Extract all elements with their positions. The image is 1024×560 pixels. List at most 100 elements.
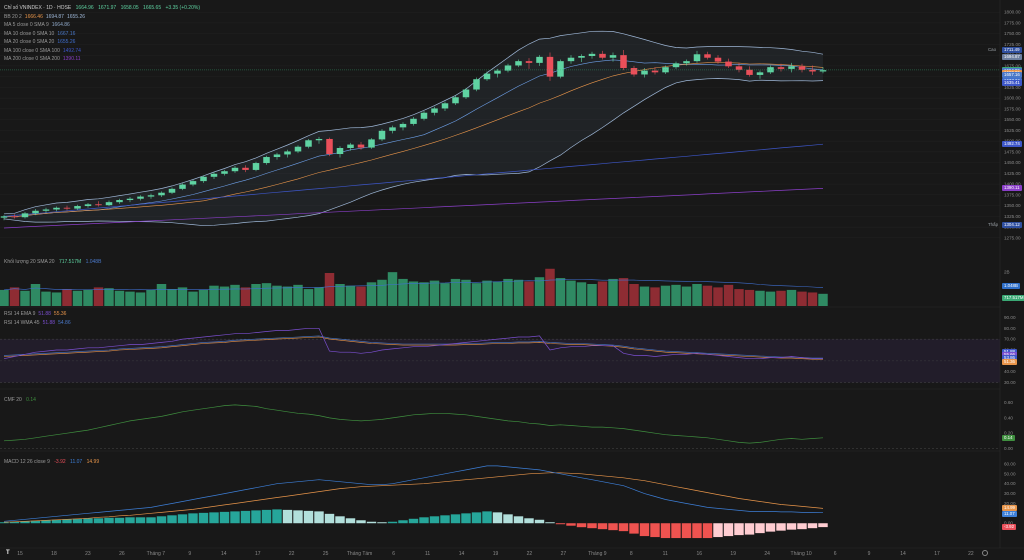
macd-line [3,465,824,522]
macd-hist-58 [608,523,618,531]
ma100-line [3,143,824,217]
candle-body-64 [672,63,680,68]
x-tick-27: 17 [934,551,940,557]
price-badge-7: 1635.41 [1002,79,1022,86]
candle-body-2 [21,213,29,218]
macd-hist-76 [797,523,807,530]
macd-legend[interactable]: MACD 12 26 close 9 -3.92 11.07 14.99 [4,459,100,465]
candle-body-5 [53,207,60,210]
candle-body-33 [347,144,354,148]
legend-row-ma200[interactable]: MA 200 close 0 SMA 200 1390.11 [4,56,81,62]
macd-hist-23 [240,510,251,524]
volume-bar-63 [660,285,671,306]
candle-body-15 [158,192,165,196]
legend-row-ma20[interactable]: MA 20 close 0 SMA 20 1655.26 [4,39,76,45]
x-tick-1: 18 [51,551,57,557]
candle-body-6 [63,207,71,209]
price-tick-3: 1725.00 [1004,42,1021,47]
tradingview-logo: T [6,550,10,556]
volume-bar-26 [272,285,282,306]
volume-bar-9 [93,287,104,306]
macd-hist-57 [597,523,608,530]
macd-hist-31 [324,513,335,524]
legend-row-ma100[interactable]: MA 100 close 0 SMA 100 1492.74 [4,47,81,54]
candle-body-49 [515,61,522,66]
price-tick-17: 1375.00 [1004,192,1021,197]
volume-pane[interactable] [0,268,828,306]
candle-body-58 [609,55,617,58]
x-tick-21: 19 [730,551,736,557]
macd-hist-26 [272,509,282,524]
macd-pane[interactable] [0,465,828,539]
price-badge-10: 1304.12 [1002,222,1022,229]
macd-tick-4: 20.00 [1004,501,1016,506]
volume-bar-19 [198,289,209,306]
legend-row-ma10[interactable]: MA 10 close 0 SMA 10 1667.16 [4,30,76,37]
x-tick-23: Tháng 10 [791,551,812,557]
price-tick-15: 1425.00 [1004,171,1021,176]
cmf-pane[interactable] [0,404,1000,449]
macd-hist-11 [114,517,125,524]
price-tick-13: 1475.00 [1004,149,1021,154]
macd-hist-73 [765,523,776,532]
volume-bar-45 [471,283,482,306]
volume-legend[interactable]: Khối lượng 20 SMA 20 717.517M 1.048B [4,259,102,265]
macd-hist-45 [471,512,482,524]
macd-hist-25 [261,509,272,524]
volume-tick-0: 2B [1004,270,1010,275]
volume-bar-41 [429,280,440,306]
x-tick-14: 19 [493,551,499,557]
candle-body-21 [221,171,228,174]
candle-body-27 [284,151,291,155]
volume-bar-36 [377,279,387,306]
volume-badge-0: 1.048B [1002,283,1020,290]
legend-row-bb[interactable]: BB 20 2 1666.46 1694.87 1655.26 [4,13,86,20]
volume-bar-10 [104,288,114,306]
macd-hist-62 [650,523,660,538]
x-tick-13: 14 [459,551,465,557]
candle-body-7 [74,206,81,209]
rsi-legend[interactable]: RSI 14 EMA 9 51.88 55.36 RSI 14 WMA 45 51.8… [4,311,71,326]
volume-bar-31 [324,273,335,306]
x-tick-8: 22 [289,551,295,557]
candle-body-46 [483,73,491,80]
candle-body-42 [441,103,449,109]
volume-bar-35 [366,282,377,306]
macd-hist-15 [156,516,167,524]
bb-fill [4,31,823,226]
rsi-ema-line [3,336,823,360]
macd-hist-39 [408,518,419,524]
price-badge-9: 1390.11 [1002,185,1022,192]
settings-gear-icon[interactable] [982,550,988,556]
macd-hist-47 [492,512,503,524]
volume-bar-43 [450,278,461,306]
candle-body-76 [798,66,806,70]
candle-body-75 [788,66,795,69]
legend-row-ma5[interactable]: MA 5 close 0 SMA 9 1664.86 [4,22,70,28]
macd-hist-37 [387,521,398,524]
volume-bar-8 [83,289,93,306]
macd-hist-50 [524,518,534,524]
volume-bar-61 [639,286,650,306]
price-tick-2: 1750.00 [1004,31,1021,36]
candle-body-30 [315,138,323,141]
macd-hist-29 [303,510,314,524]
rsi-tick-1: 80.00 [1004,326,1016,331]
volume-bar-54 [566,280,576,306]
macd-hist-38 [398,520,408,524]
macd-hist-6 [62,519,72,524]
macd-hist-63 [660,523,671,539]
candle-body-4 [42,209,50,211]
candle-body-39 [410,118,417,124]
macd-hist-28 [293,510,303,524]
ohlc-close: 1665.65 [143,5,162,11]
x-tick-5: 9 [188,551,191,557]
rsi-pane[interactable] [0,327,1000,383]
price-pane[interactable] [0,30,1000,229]
cmf-legend[interactable]: CMF 20 0.14 [4,397,36,403]
price-tick-0: 1800.00 [1004,10,1021,15]
x-tick-17: Tháng 9 [588,551,607,557]
price-badge-10-label: Thấp [988,222,999,228]
x-tick-16: 27 [561,551,567,557]
